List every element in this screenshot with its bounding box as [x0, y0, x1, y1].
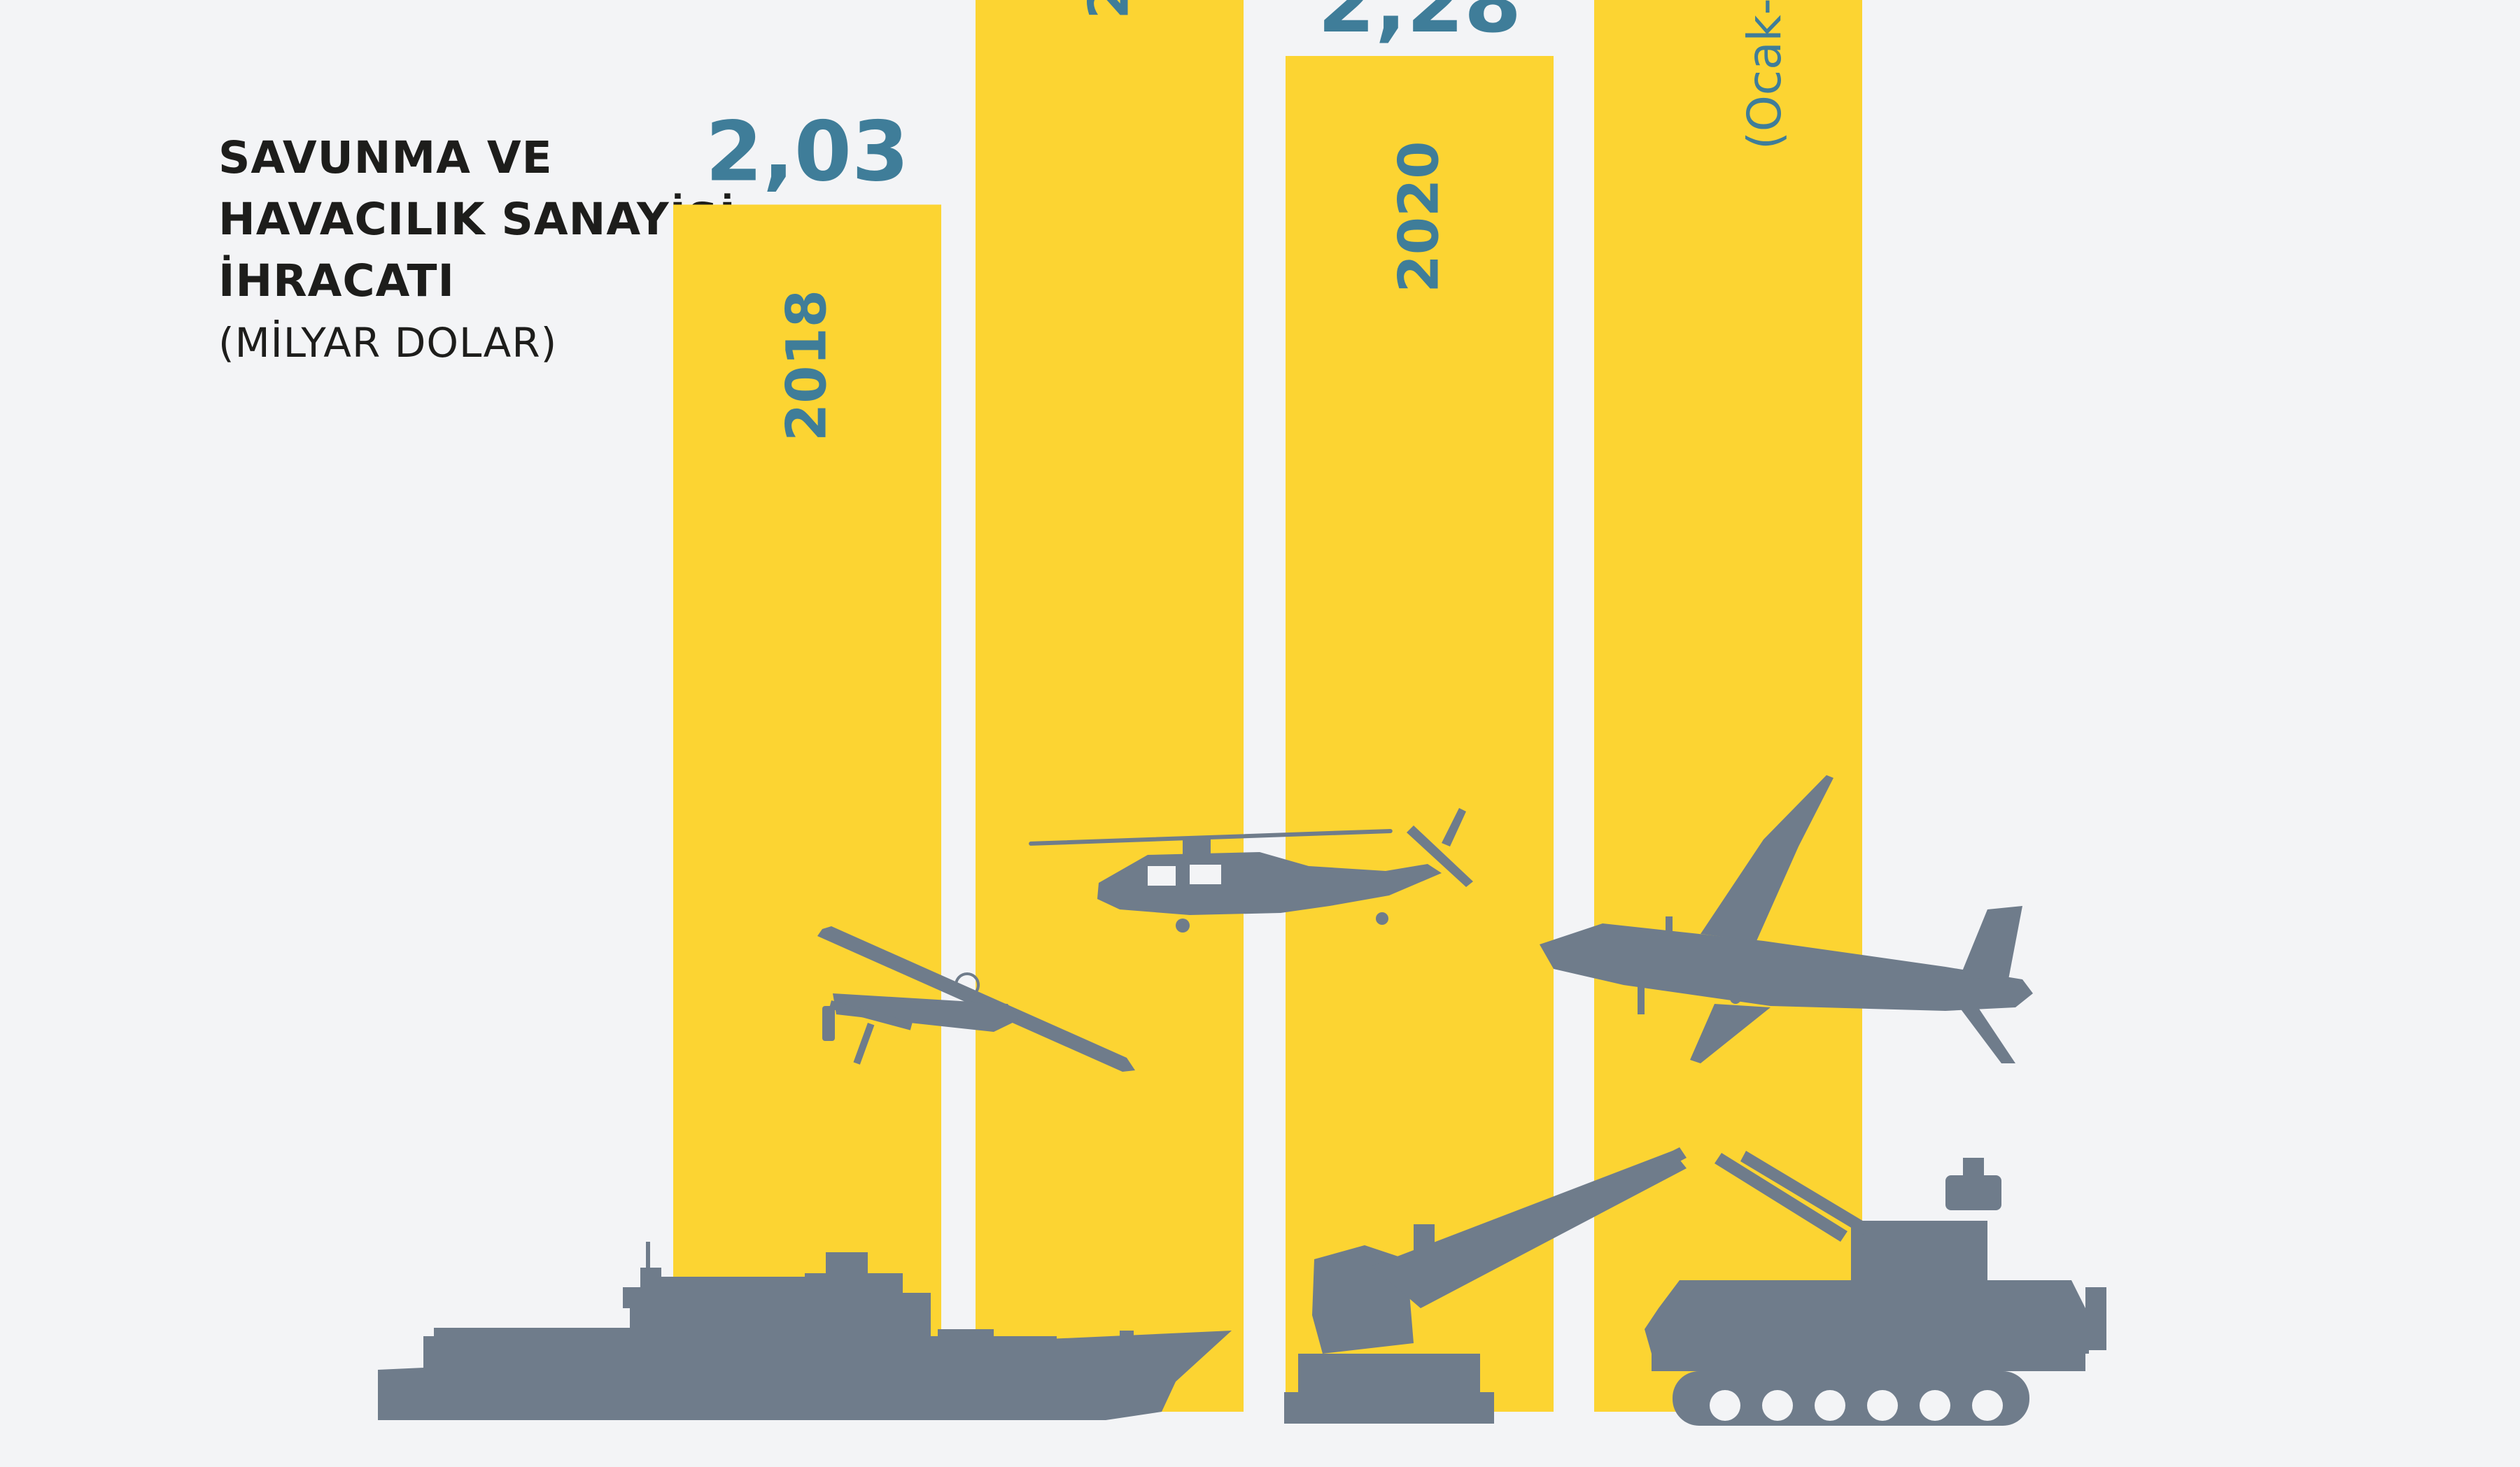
bar-2018 — [673, 204, 941, 1412]
value-label-2018: 2,03 — [705, 104, 909, 200]
uav-icon — [1540, 775, 2033, 1063]
air-defense-vehicle-icon — [1645, 1151, 2106, 1426]
drone-icon — [817, 926, 1135, 1072]
helicopter-icon — [1029, 808, 1473, 933]
bar-2019 — [976, 0, 1244, 1412]
title-line-1: SAVUNMA VE — [218, 132, 553, 183]
category-label-2020: 2020 — [1388, 141, 1451, 292]
warship-icon — [378, 1242, 1232, 1420]
title-line-2: HAVACILIK SANAYİSİ — [218, 194, 736, 245]
howitzer-icon — [1284, 1147, 1687, 1424]
category-note-2021: (Ocak-Kasım) — [1738, 0, 1792, 150]
category-label-2019: 2019 — [1078, 0, 1141, 20]
bar-2020 — [1286, 56, 1554, 1412]
chart-title: SAVUNMA VE HAVACILIK SANAYİSİ İHRACATI (… — [218, 127, 736, 374]
value-label-2020: 2,28 — [1318, 0, 1521, 51]
category-label-2018: 2018 — [776, 290, 839, 441]
bars-layer: 2,0320182,7420192,2820202,802021(Ocak-Ka… — [673, 0, 1862, 1412]
chart-subtitle: (MİLYAR DOLAR) — [218, 319, 558, 367]
title-line-3: İHRACATI — [218, 255, 455, 306]
